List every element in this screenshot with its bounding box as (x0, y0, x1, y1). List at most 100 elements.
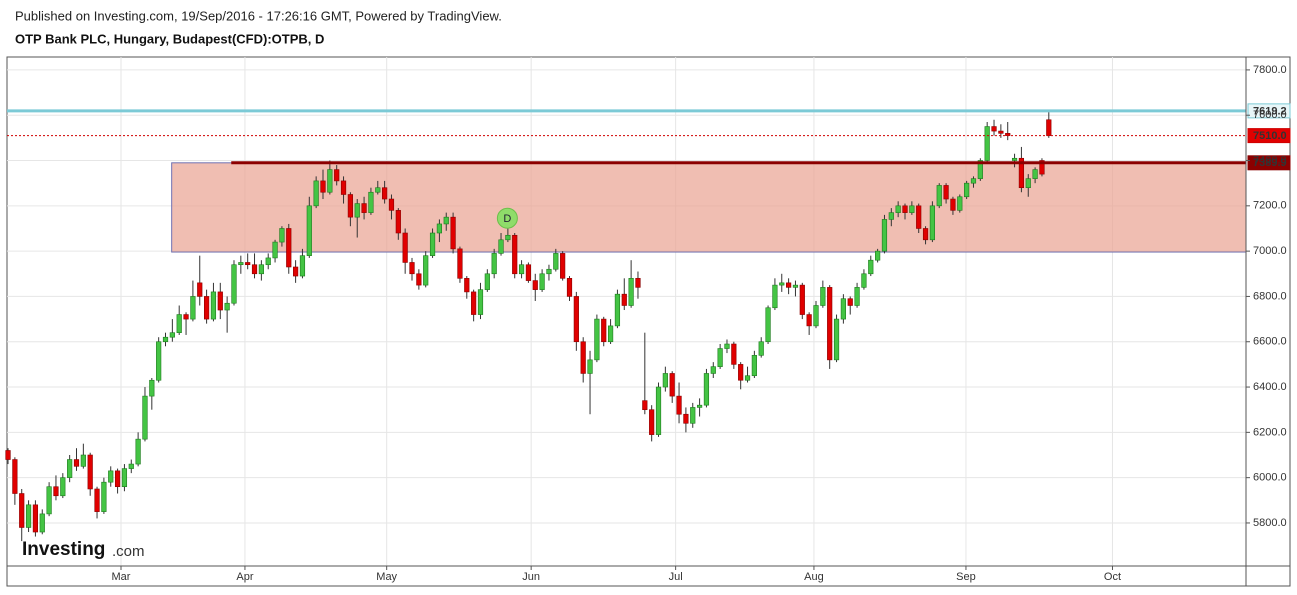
candle-body (313, 180, 319, 207)
candle-body (929, 205, 935, 241)
candle-body (429, 232, 436, 256)
price-tag-label: 7619.2 (1253, 105, 1287, 117)
candle-body (950, 198, 956, 211)
candle-body (203, 296, 210, 320)
x-tick-label: Apr (236, 571, 253, 583)
candle-body (265, 257, 271, 266)
candle-body (744, 375, 751, 381)
candle-body (368, 191, 374, 213)
candle-body (724, 343, 730, 349)
candle-body (553, 253, 559, 270)
dividend-marker (496, 207, 518, 229)
candle-body (471, 291, 477, 315)
candle-body (25, 504, 32, 528)
candle-body (5, 450, 11, 460)
candle-body (443, 216, 449, 225)
candle-body (888, 212, 894, 220)
candle-body (813, 305, 819, 327)
candle-body (279, 228, 285, 243)
candle-body (498, 239, 504, 254)
candle-body (642, 400, 648, 410)
candle-body (635, 278, 641, 288)
candle-body (197, 282, 203, 297)
candle-body (518, 264, 525, 275)
candle-body (875, 250, 881, 261)
candle-body (87, 454, 93, 490)
x-tick-label: Jun (522, 571, 540, 583)
candle-body (594, 318, 600, 361)
candle-body (662, 373, 668, 388)
candle-body (505, 234, 511, 241)
price-tag-label: 7389.9 (1253, 157, 1287, 169)
x-tick-label: Sep (956, 571, 976, 583)
candle-body (293, 266, 299, 277)
candle-body (614, 293, 621, 327)
x-tick-label: Jul (669, 571, 683, 583)
candle-body (628, 278, 634, 306)
price-lines: 7619.2 7510.0 7389.9 D (7, 103, 1291, 229)
candle-body (464, 278, 470, 293)
candle-body (176, 314, 182, 333)
candle-body (80, 454, 86, 467)
candle-body (477, 289, 484, 315)
logo-suffix: .com (112, 543, 145, 560)
candle-body (39, 513, 45, 533)
x-tick-label: Aug (804, 571, 824, 583)
price-tag (1247, 103, 1291, 119)
candle-body (943, 185, 949, 200)
candle-body (696, 404, 703, 408)
candle-body (998, 130, 1004, 134)
y-tick-label: 7400.0 (1253, 154, 1287, 166)
candle-body (1011, 157, 1018, 161)
candle-body (765, 307, 771, 343)
candle-body (580, 341, 586, 374)
candle-body (450, 216, 456, 250)
candle-body (601, 318, 607, 343)
candle-body (936, 185, 942, 207)
candle-body (382, 187, 388, 200)
candle-body (964, 182, 970, 198)
candle-body (840, 298, 846, 320)
candle-body (676, 395, 682, 415)
candle-body (1025, 178, 1031, 189)
candle-body (73, 459, 80, 467)
candle-body (607, 325, 614, 343)
y-tick-label: 6600.0 (1253, 336, 1287, 348)
candle-body (758, 341, 764, 356)
candle-body (916, 205, 922, 229)
candle-body (306, 205, 312, 256)
candle-body (53, 486, 59, 497)
candle-body (731, 343, 737, 365)
candle-body (258, 264, 264, 275)
candle-body (854, 287, 860, 306)
published-note: Published on Investing.com, 19/Sep/2016 … (15, 8, 502, 23)
candle-body (895, 205, 901, 213)
candle-body (991, 126, 997, 132)
candle-body (922, 228, 929, 241)
candle-body (710, 366, 716, 374)
candle-body (149, 379, 155, 397)
candle-body (539, 273, 545, 290)
candle-body (703, 373, 710, 406)
dividend-label: D (503, 213, 511, 225)
support-zone (171, 162, 1247, 253)
price-tag (1247, 155, 1291, 171)
candle-body (1039, 160, 1045, 175)
candle-body (162, 336, 169, 343)
candle-body (970, 178, 977, 184)
frame (6, 56, 1291, 587)
candle-body (820, 287, 826, 306)
candle-body (409, 262, 415, 275)
x-tick-label: May (376, 571, 397, 583)
candle-body (416, 273, 422, 286)
candle-body (12, 459, 18, 494)
candle-body (868, 259, 874, 275)
price-tag-label: 7510.0 (1253, 130, 1287, 142)
y-tick-label: 7800.0 (1253, 64, 1287, 76)
candle-body (881, 219, 888, 252)
candle-body (375, 187, 381, 193)
candle-body (217, 291, 223, 311)
candle-body (183, 314, 189, 320)
candle-body (621, 293, 627, 306)
